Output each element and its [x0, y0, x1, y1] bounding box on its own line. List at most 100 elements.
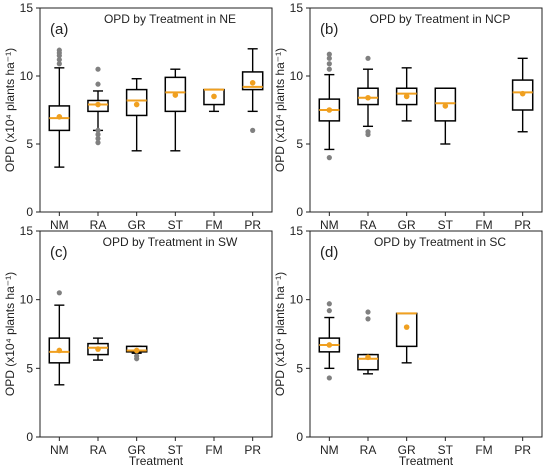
- mean-marker: [95, 101, 101, 108]
- outlier-point: [95, 140, 101, 146]
- mean-marker: [365, 354, 371, 361]
- box-ra: [357, 309, 379, 375]
- box-ra: [87, 66, 109, 146]
- box-gr: [395, 312, 418, 364]
- outlier-point: [95, 135, 101, 142]
- mean-marker: [326, 107, 333, 113]
- x-tick-label: RA: [360, 218, 377, 232]
- mean-marker: [172, 92, 179, 98]
- mean-marker: [249, 80, 256, 86]
- box-nm: [48, 47, 71, 168]
- y-tick-label: 10: [290, 293, 304, 307]
- outlier-point: [134, 353, 140, 359]
- outlier-point: [95, 66, 101, 72]
- x-tick-label: ST: [438, 443, 454, 457]
- outlier-point: [326, 55, 332, 61]
- mean-marker: [133, 347, 140, 354]
- y-tick-label: 15: [20, 1, 34, 15]
- plot-frame: [39, 230, 273, 438]
- panel-d: OPD by Treatment in SC (d) 0 5 10 15 NM RA GR ST F…: [273, 224, 543, 465]
- outlier-point: [326, 155, 332, 161]
- outlier-point: [326, 61, 332, 67]
- outlier-point: [365, 55, 371, 61]
- box-nm: [318, 301, 341, 381]
- x-tick-label: RA: [360, 443, 377, 457]
- plot-frame: [309, 7, 543, 213]
- y-tick-label: 15: [290, 224, 304, 238]
- y-axis-label: OPD (x10⁴ plants ha⁻¹): [3, 272, 17, 396]
- mean-marker: [56, 114, 63, 120]
- box-pr: [241, 48, 264, 133]
- x-tick-label: ST: [168, 218, 184, 232]
- y-axis-label: OPD (x10⁴ plants ha⁻¹): [3, 48, 17, 172]
- x-tick-label: RA: [90, 218, 107, 232]
- outlier-point: [56, 290, 62, 296]
- x-tick-label: FM: [475, 218, 492, 232]
- mean-marker: [133, 101, 140, 108]
- y-tick-label: 15: [20, 224, 34, 238]
- x-tick-label: PR: [244, 218, 261, 232]
- x-tick-label: ST: [168, 443, 184, 457]
- outlier-point: [56, 57, 62, 63]
- mean-marker: [519, 90, 526, 97]
- y-tick-label: 0: [296, 205, 303, 219]
- x-tick-label: GR: [398, 443, 416, 457]
- x-tick-label: RA: [90, 443, 107, 457]
- mean-marker: [365, 94, 371, 101]
- x-tick-label: NM: [50, 443, 69, 457]
- x-tick-label: NM: [320, 443, 339, 457]
- x-tick-label: NM: [50, 218, 69, 232]
- box-gr: [395, 67, 418, 122]
- outlier-point: [326, 308, 332, 314]
- y-tick-label: 5: [296, 361, 303, 375]
- outlier-point: [365, 316, 371, 322]
- mean-marker: [211, 93, 217, 100]
- y-tick-label: 15: [290, 1, 304, 15]
- x-tick-label: FM: [205, 443, 222, 457]
- x-axis-label: Treatment: [129, 454, 184, 465]
- outlier-point: [95, 81, 101, 87]
- outlier-point: [250, 127, 256, 133]
- y-tick-label: 5: [26, 361, 33, 375]
- panel-label: (a): [50, 21, 68, 38]
- panel-title: OPD by Treatment in SW: [103, 235, 238, 249]
- outlier-point: [326, 66, 332, 72]
- x-tick-label: PR: [514, 443, 531, 457]
- panel-label: (b): [320, 21, 338, 38]
- mean-marker: [95, 346, 101, 352]
- x-axis-label: Treatment: [399, 454, 454, 465]
- y-tick-label: 0: [26, 430, 33, 444]
- panel-title: OPD by Treatment in NCP: [370, 12, 511, 26]
- plot-frame: [309, 230, 543, 438]
- panel-c: OPD by Treatment in SW (c) 0 5 10 15 NM RA GR ST F…: [3, 224, 273, 465]
- box-gr: [125, 78, 148, 152]
- box-nm: [318, 51, 341, 161]
- box-ra: [357, 55, 379, 138]
- y-tick-label: 10: [290, 69, 304, 83]
- outlier-point: [95, 127, 101, 133]
- y-tick-label: 5: [296, 137, 303, 151]
- box-st: [434, 87, 457, 145]
- panel-title: OPD by Treatment in NE: [104, 12, 236, 26]
- mean-marker: [403, 93, 410, 100]
- panel-a: OPD by Treatment in NE (a) 0 5 10 15 NM RA GR ST F…: [3, 1, 273, 232]
- x-tick-label: FM: [475, 443, 492, 457]
- box-st: [164, 68, 187, 152]
- outlier-point: [95, 131, 101, 138]
- mean-marker: [56, 347, 63, 354]
- mean-marker: [442, 103, 449, 109]
- x-tick-label: PR: [244, 443, 261, 457]
- x-tick-label: GR: [398, 218, 416, 232]
- box-fm: [203, 88, 225, 113]
- y-tick-label: 0: [296, 430, 303, 444]
- panel-title: OPD by Treatment in SC: [374, 235, 506, 249]
- outlier-point: [365, 129, 371, 135]
- y-tick-label: 0: [26, 205, 33, 219]
- x-tick-label: NM: [320, 218, 339, 232]
- x-tick-label: GR: [128, 443, 146, 457]
- panel-b: OPD by Treatment in NCP (b) 0 5 10 15 NM RA GR ST…: [273, 1, 543, 232]
- x-tick-label: ST: [438, 218, 454, 232]
- box-ra: [87, 337, 109, 361]
- outlier-point: [326, 51, 332, 57]
